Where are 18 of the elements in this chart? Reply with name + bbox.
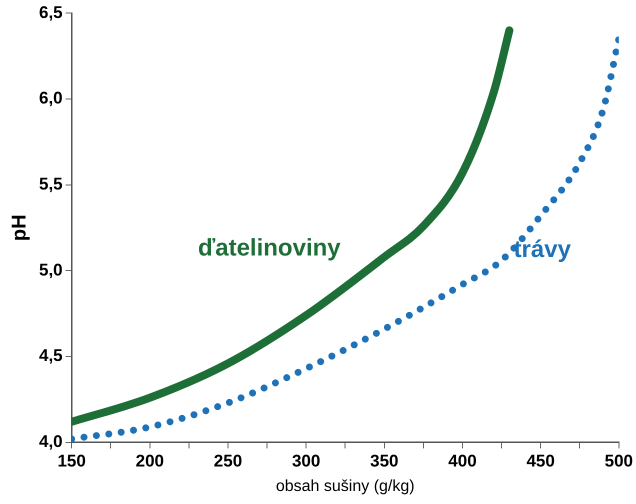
x-tick-label: 200 — [136, 451, 164, 470]
x-tick-label: 250 — [214, 451, 242, 470]
x-tick-label: 150 — [57, 451, 86, 470]
y-tick-label: 5,5 — [38, 174, 63, 194]
series-label: ďatelinoviny — [198, 234, 342, 262]
y-axis-title: pH — [8, 214, 31, 242]
series-label: trávy — [514, 236, 572, 264]
y-tick-label: 6,0 — [38, 88, 63, 108]
x-tick-label: 350 — [370, 451, 398, 470]
y-tick-label: 4,5 — [38, 346, 63, 366]
x-tick-label: 300 — [292, 451, 320, 470]
x-tick-label: 400 — [448, 451, 477, 470]
x-tick-label: 450 — [526, 451, 555, 470]
y-tick-label: 6,5 — [38, 2, 63, 22]
x-tick-label: 500 — [604, 451, 634, 470]
y-tick-label: 5,0 — [38, 260, 63, 280]
y-tick-label: 4,0 — [38, 432, 63, 452]
x-axis-title: obsah sušiny (g/kg) — [276, 478, 415, 495]
